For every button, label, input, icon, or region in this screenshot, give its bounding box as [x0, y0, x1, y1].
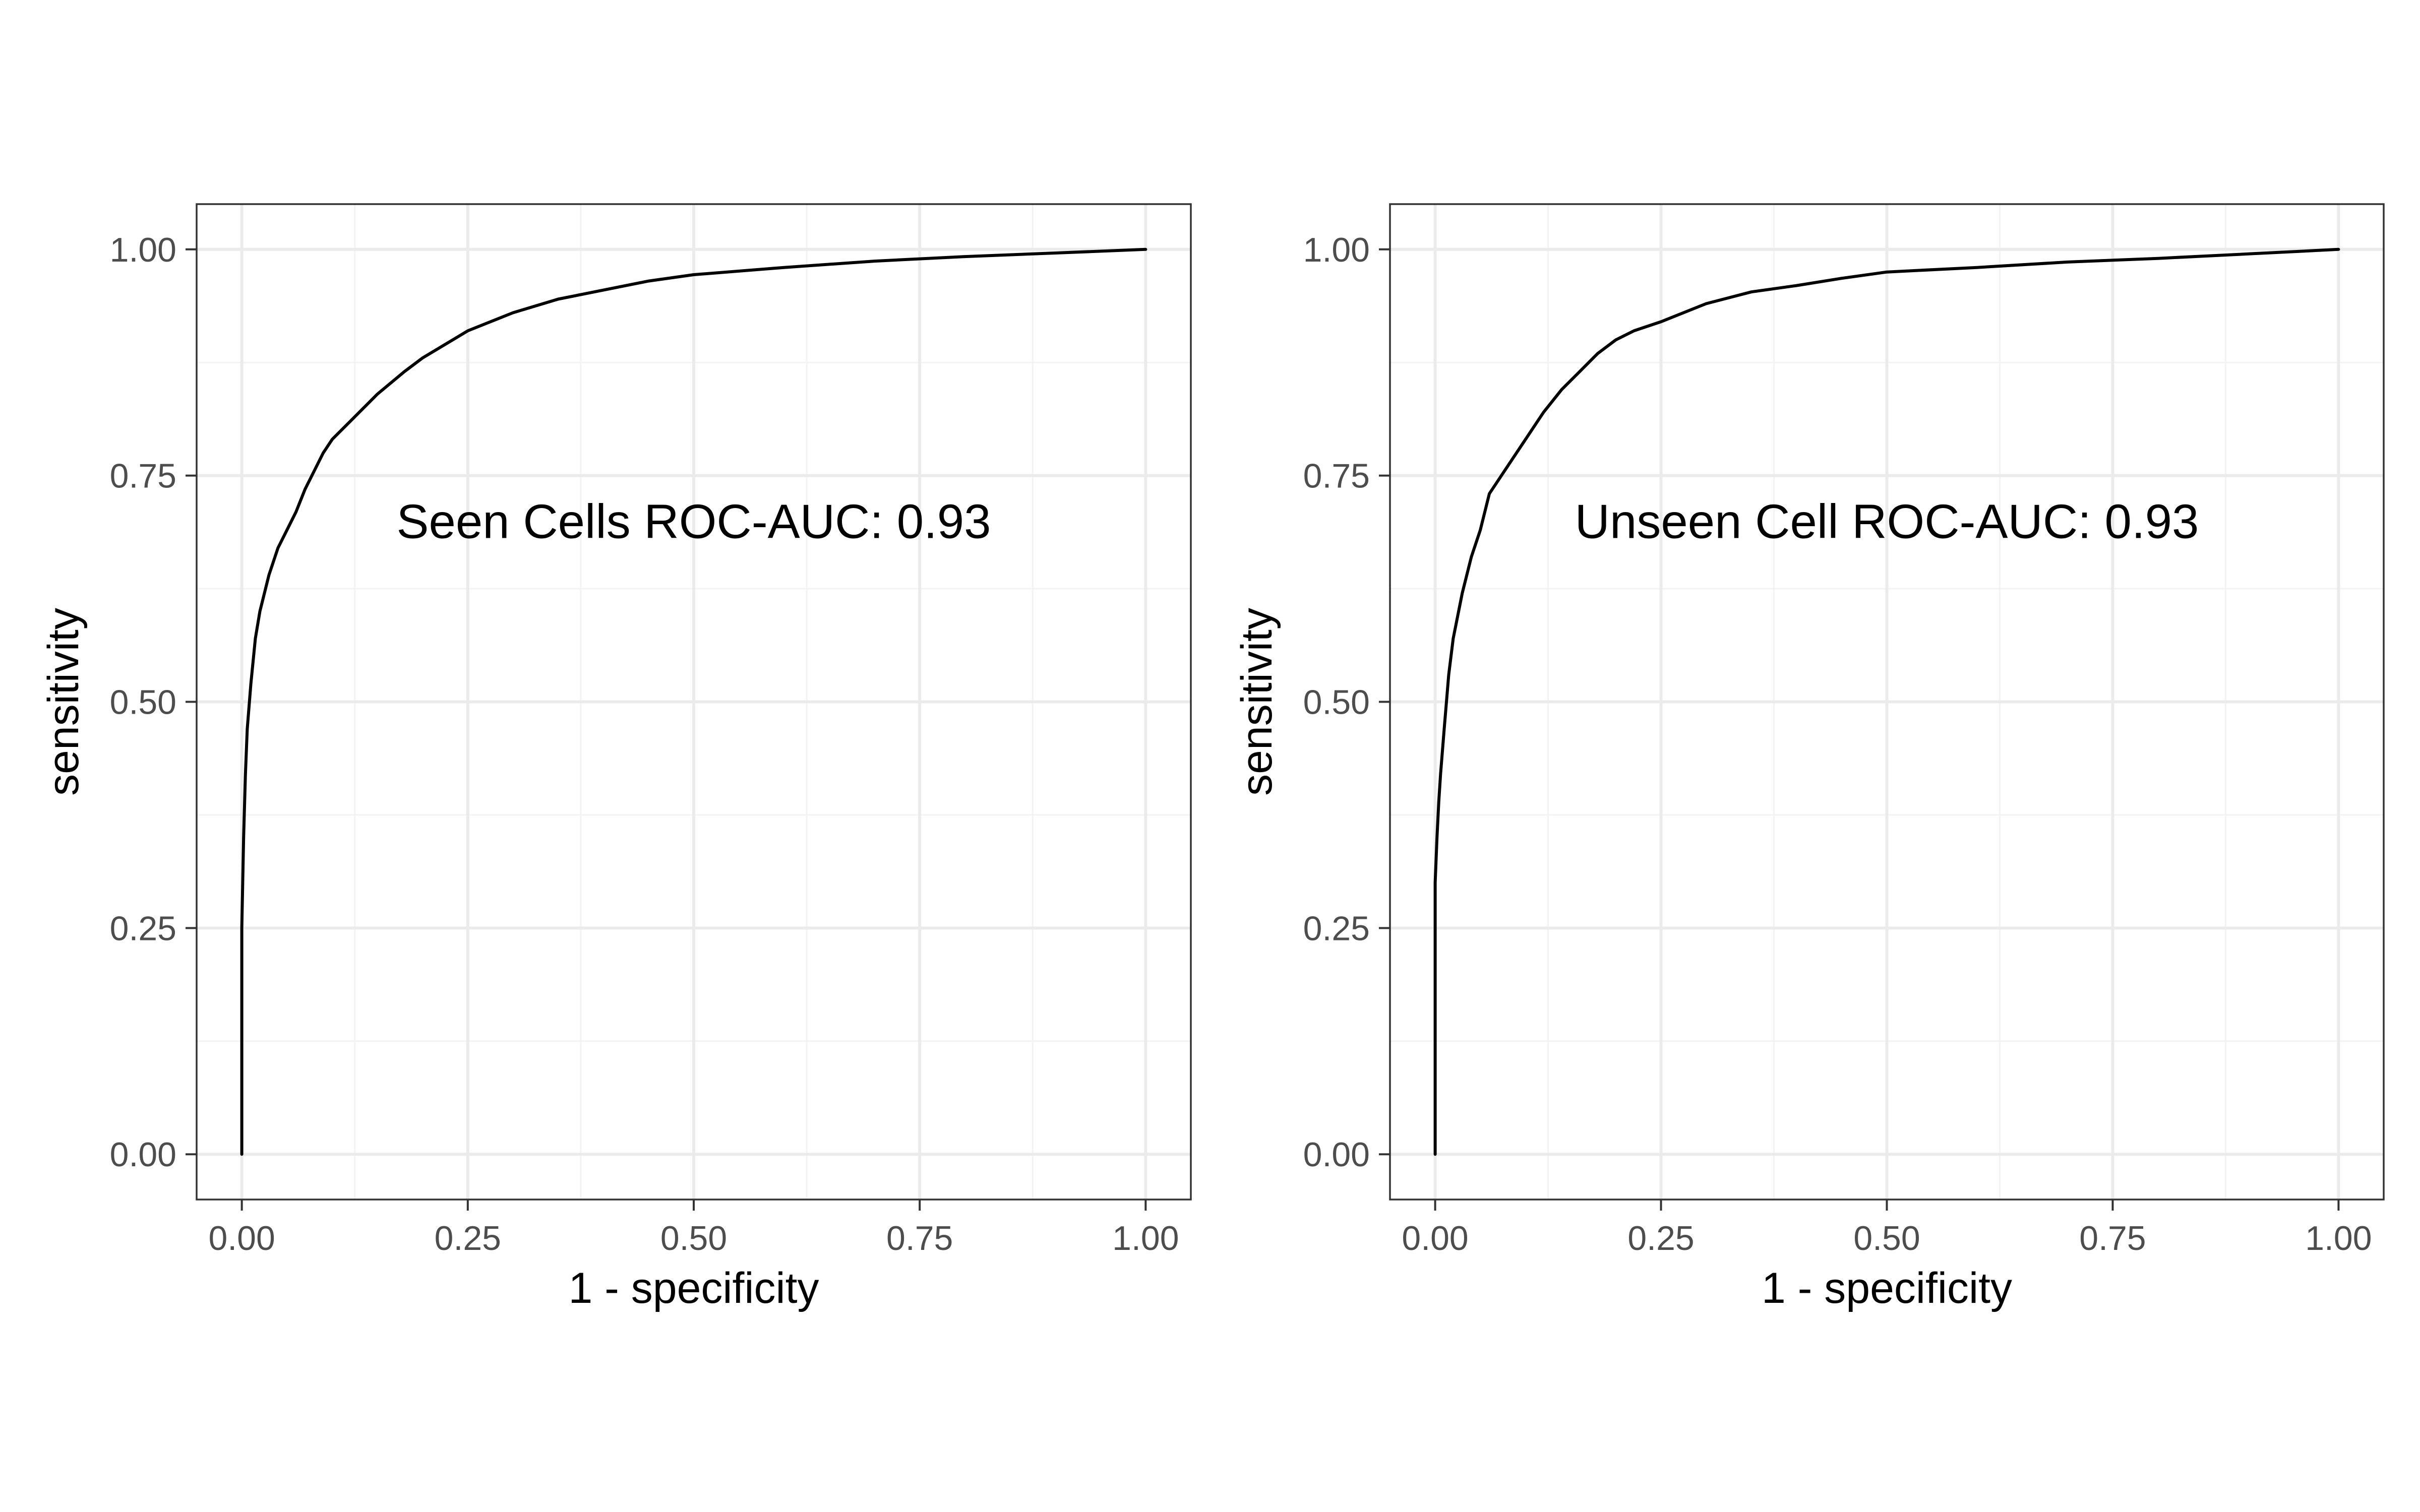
panel-0-auc-annotation: Seen Cells ROC-AUC: 0.93 [396, 494, 991, 548]
panel-1-x-axis-title: 1 - specificity [1762, 1264, 2012, 1312]
panel-0-y-tick-label: 0.75 [110, 457, 176, 495]
panel-1-y-tick-label: 1.00 [1303, 231, 1370, 269]
panel-1-y-tick-label: 0.50 [1303, 683, 1370, 722]
panel-1-x-tick-label: 0.25 [1627, 1219, 1694, 1257]
panel-0-x-axis-title: 1 - specificity [568, 1264, 819, 1312]
panel-1-y-tick-label: 0.00 [1303, 1136, 1370, 1174]
panel-1-x-tick-label: 0.00 [1402, 1219, 1468, 1257]
panel-1-roc-curve-line [1433, 247, 2340, 1156]
roc-panel-unseen-cells: 0.00 0.25 0.50 0.75 1.00 0.00 0.25 0.50 0.75 1.00… [1233, 203, 2385, 1312]
panel-0-roc-curve-line [240, 247, 1147, 1156]
panel-0-y-tick-label: 0.25 [110, 909, 176, 948]
panel-0-x-tick-label: 0.00 [208, 1219, 275, 1257]
panel-0-y-tick-label: 1.00 [110, 231, 176, 269]
panel-0-y-axis-title: sensitivity [39, 608, 88, 796]
panel-1-x-tick-label: 0.50 [1853, 1219, 1920, 1257]
panel-1-y-tick-label: 0.25 [1303, 909, 1370, 948]
panel-0-y-tick-label: 0.50 [110, 683, 176, 722]
panel-1-y-axis-title: sensitivity [1233, 608, 1281, 796]
panel-1-x-tick-label: 1.00 [2305, 1219, 2372, 1257]
panel-0-x-tick-label: 0.50 [660, 1219, 727, 1257]
panel-1-y-tick-label: 0.75 [1303, 457, 1370, 495]
panel-1-x-tick-label: 0.75 [2079, 1219, 2146, 1257]
panel-0-x-tick-label: 1.00 [1112, 1219, 1179, 1257]
panel-0-x-tick-label: 0.25 [435, 1219, 501, 1257]
panel-0-x-tick-label: 0.75 [886, 1219, 953, 1257]
roc-panel-seen-cells: 0.00 0.25 0.50 0.75 1.00 0.00 0.25 0.50 0.75 1.00… [39, 203, 1192, 1312]
panel-0-y-tick-label: 0.00 [110, 1136, 176, 1174]
panel-1-auc-annotation: Unseen Cell ROC-AUC: 0.93 [1575, 494, 2199, 548]
